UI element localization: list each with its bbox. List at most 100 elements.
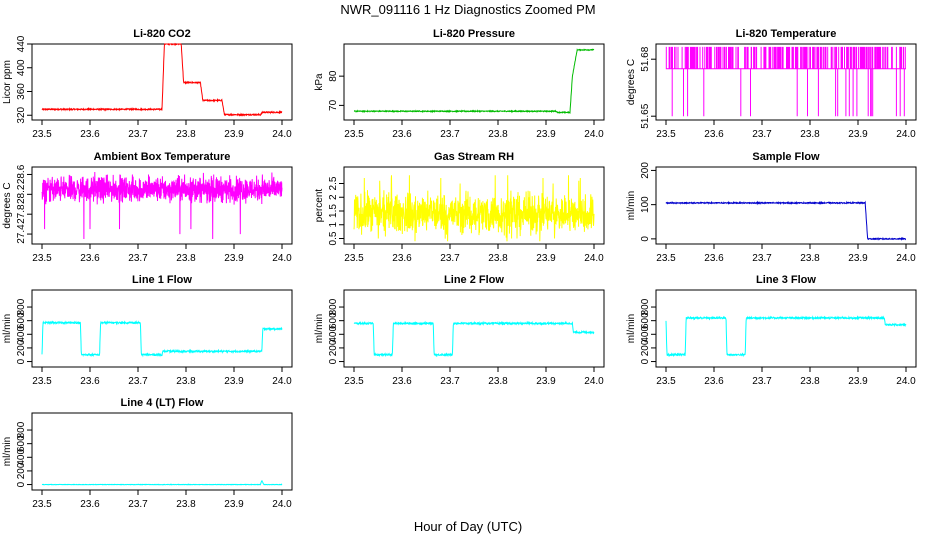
- y-tick-label: 1.5: [328, 204, 339, 218]
- y-tick-label: 400: [328, 326, 339, 343]
- x-tick-label: 23.9: [224, 129, 244, 140]
- x-tick-label: 23.9: [224, 253, 244, 264]
- x-tick-label: 23.8: [176, 499, 196, 510]
- y-tick-label: 27.8: [16, 204, 27, 224]
- x-tick-label: 23.6: [80, 376, 100, 387]
- y-axis-label: ml/min: [2, 314, 13, 343]
- panel-gas-stream-rh: Gas Stream RH 23.5 23.6 23.7 23.8 23.9 24.0 0.5…: [314, 151, 605, 264]
- x-tick-label: 23.8: [488, 253, 508, 264]
- x-tick-label: 23.7: [128, 376, 148, 387]
- panel-title: Li-820 Temperature: [736, 28, 837, 40]
- x-tick-label: 23.9: [848, 129, 868, 140]
- panel-li-820-temperature: Li-820 Temperature 23.5 23.6 23.7 23.8 23.9 24…: [626, 28, 917, 140]
- panel-line-1-flow: Line 1 Flow 23.5 23.6 23.7 23.8 23.9 24.0 0 2004…: [2, 274, 293, 387]
- x-tick-label: 23.7: [128, 129, 148, 140]
- plot-frame: [655, 289, 917, 368]
- y-axis-label: Licor ppm: [2, 60, 13, 104]
- panels: Li-820 CO2 23.5 23.6 23.7 23.8 23.9 24.0 320 360…: [2, 28, 917, 510]
- figure-xlabel: Hour of Day (UTC): [414, 519, 522, 534]
- panel-line-3-flow: Line 3 Flow 23.5 23.6 23.7 23.8 23.9 24.0 0 2004…: [626, 274, 917, 387]
- x-tick-label: 23.5: [344, 376, 364, 387]
- y-axis-label: percent: [314, 189, 325, 223]
- y-tick-label: 400: [16, 449, 27, 466]
- x-tick-label: 23.5: [656, 253, 676, 264]
- plot-frame: [655, 166, 917, 245]
- x-tick-label: 24.0: [272, 376, 292, 387]
- y-tick-label: 800: [16, 421, 27, 438]
- y-tick-label: 200: [328, 339, 339, 356]
- data-series-li-820-pressure: [353, 48, 595, 115]
- x-tick-label: 23.9: [224, 499, 244, 510]
- y-tick-label: 440: [16, 35, 27, 52]
- data-series-ambient-box-temperature: [41, 171, 283, 240]
- x-tick-label: 23.8: [176, 376, 196, 387]
- x-tick-label: 23.5: [656, 376, 676, 387]
- x-tick-label: 23.5: [32, 376, 52, 387]
- data-series-line-3-flow: [665, 315, 907, 358]
- y-tick-label: 600: [16, 435, 27, 452]
- x-tick-label: 23.6: [704, 376, 724, 387]
- y-tick-label: 51.68: [640, 46, 651, 71]
- x-tick-label: 23.7: [440, 376, 460, 387]
- panel-title: Ambient Box Temperature: [94, 151, 231, 163]
- data-series-line-2-flow: [353, 320, 595, 358]
- x-tick-label: 24.0: [272, 253, 292, 264]
- x-tick-label: 23.8: [176, 129, 196, 140]
- x-tick-label: 23.7: [440, 253, 460, 264]
- y-tick-label: 51.65: [640, 103, 651, 128]
- y-tick-label: 28.2: [16, 184, 27, 204]
- y-tick-label: 28.6: [16, 164, 27, 184]
- x-tick-label: 23.6: [392, 129, 412, 140]
- x-tick-label: 23.5: [32, 129, 52, 140]
- x-tick-label: 23.8: [488, 129, 508, 140]
- figure-title: NWR_091116 1 Hz Diagnostics Zoomed PM: [340, 2, 595, 17]
- x-tick-label: 23.6: [704, 129, 724, 140]
- y-tick-label: 0: [16, 358, 27, 364]
- x-tick-label: 23.8: [488, 376, 508, 387]
- plot-frame: [31, 412, 293, 491]
- x-tick-label: 23.5: [32, 499, 52, 510]
- panel-sample-flow: Sample Flow 23.5 23.6 23.7 23.8 23.9 24.0 0 100 2…: [626, 151, 917, 264]
- x-tick-label: 23.5: [344, 253, 364, 264]
- data-series-line-1-flow: [41, 320, 283, 358]
- panel-li-820-pressure: Li-820 Pressure 23.5 23.6 23.7 23.8 23.9 24.0 7…: [314, 28, 605, 140]
- y-tick-label: 80: [328, 70, 339, 82]
- y-tick-label: 2.5: [328, 176, 339, 190]
- x-tick-label: 23.6: [80, 129, 100, 140]
- y-axis-label: ml/min: [314, 314, 325, 343]
- x-tick-label: 24.0: [584, 129, 604, 140]
- y-tick-label: 0: [640, 358, 651, 364]
- y-tick-label: 0: [16, 481, 27, 487]
- y-tick-label: 200: [640, 162, 651, 179]
- y-tick-label: 600: [16, 312, 27, 329]
- y-tick-label: 400: [16, 59, 27, 76]
- x-tick-label: 23.9: [536, 253, 556, 264]
- y-tick-label: 200: [640, 339, 651, 356]
- y-tick-label: 400: [640, 326, 651, 343]
- panel-title: Line 3 Flow: [756, 274, 816, 286]
- data-series-line-4-lt-flow: [41, 480, 283, 486]
- x-tick-label: 23.6: [80, 253, 100, 264]
- x-tick-label: 23.6: [80, 499, 100, 510]
- x-tick-label: 23.9: [536, 129, 556, 140]
- x-tick-label: 23.7: [128, 499, 148, 510]
- x-tick-label: 23.7: [128, 253, 148, 264]
- y-tick-label: 800: [328, 298, 339, 315]
- panel-line-4-lt-flow: Line 4 (LT) Flow 23.5 23.6 23.7 23.8 23.9 24.0…: [2, 397, 293, 510]
- x-tick-label: 24.0: [272, 499, 292, 510]
- y-axis-label: ml/min: [626, 191, 637, 220]
- y-tick-label: 400: [16, 326, 27, 343]
- x-tick-label: 23.9: [848, 376, 868, 387]
- x-tick-label: 23.9: [224, 376, 244, 387]
- panel-ambient-box-temperature: Ambient Box Temperature 23.5 23.6 23.7 23.8 2…: [2, 151, 293, 264]
- y-tick-label: 70: [328, 99, 339, 111]
- x-tick-label: 23.9: [536, 376, 556, 387]
- data-series-gas-stream-rh: [353, 175, 595, 242]
- y-tick-label: 200: [16, 339, 27, 356]
- y-axis-label: degrees C: [626, 59, 637, 105]
- x-tick-label: 23.5: [344, 129, 364, 140]
- panel-line-2-flow: Line 2 Flow 23.5 23.6 23.7 23.8 23.9 24.0 0 2004…: [314, 274, 605, 387]
- x-tick-label: 24.0: [896, 129, 916, 140]
- x-tick-label: 24.0: [584, 253, 604, 264]
- x-tick-label: 23.8: [800, 253, 820, 264]
